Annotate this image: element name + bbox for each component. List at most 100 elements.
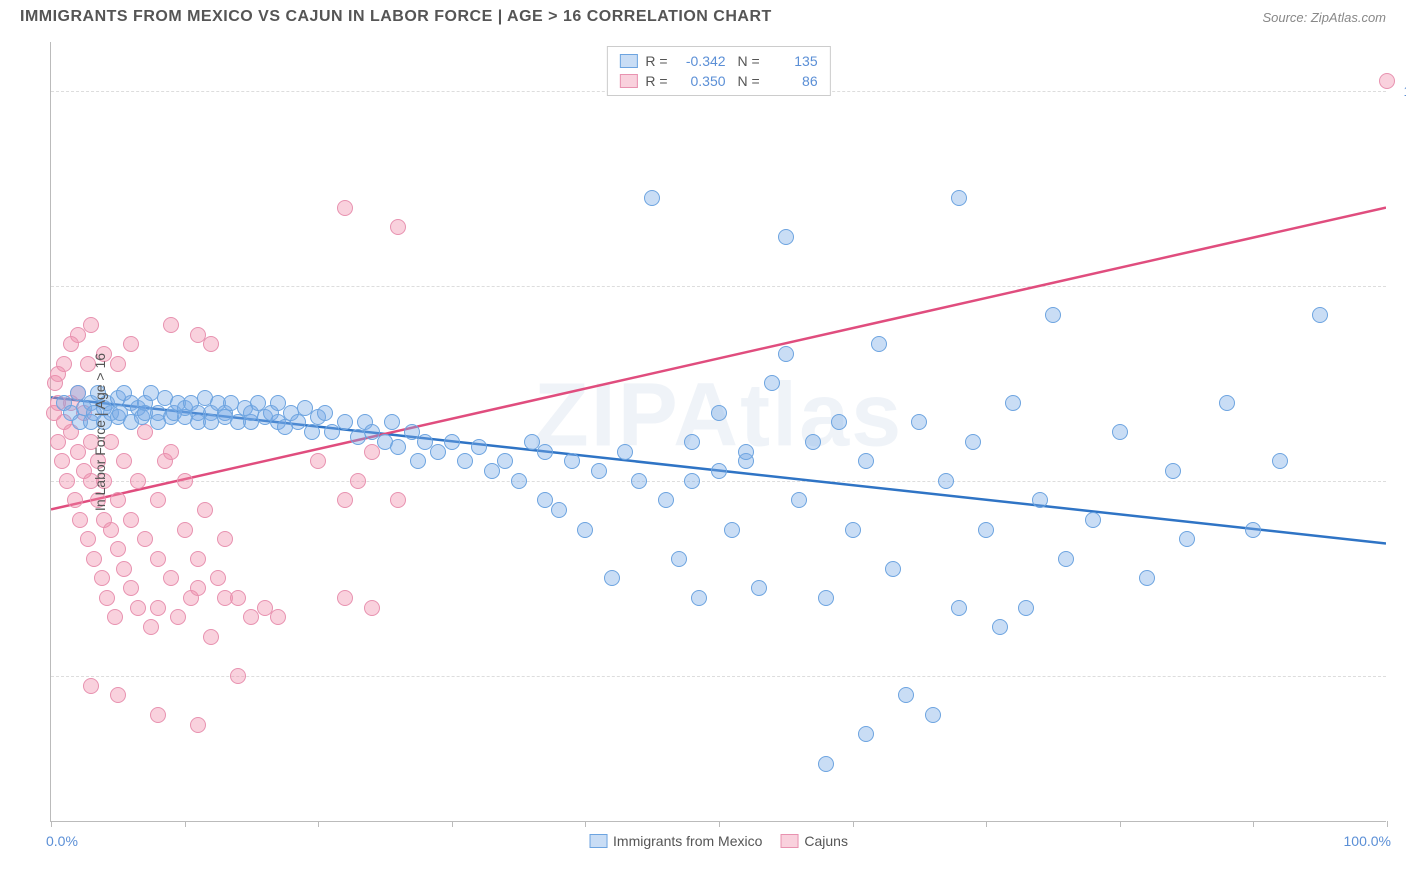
scatter-point-pink — [150, 600, 166, 616]
gridline — [51, 676, 1386, 677]
scatter-point-blue — [738, 444, 754, 460]
scatter-point-blue — [818, 590, 834, 606]
scatter-point-blue — [805, 434, 821, 450]
x-tick — [185, 821, 186, 827]
scatter-point-pink — [197, 502, 213, 518]
x-tick — [452, 821, 453, 827]
scatter-point-blue — [1018, 600, 1034, 616]
scatter-point-pink — [123, 336, 139, 352]
scatter-point-blue — [858, 726, 874, 742]
legend-swatch-pink — [780, 834, 798, 848]
scatter-point-pink — [190, 580, 206, 596]
scatter-point-blue — [591, 463, 607, 479]
gridline — [51, 481, 1386, 482]
x-tick — [585, 821, 586, 827]
scatter-point-pink — [94, 570, 110, 586]
scatter-point-pink — [130, 600, 146, 616]
scatter-point-blue — [858, 453, 874, 469]
scatter-point-blue — [684, 473, 700, 489]
scatter-point-pink — [364, 600, 380, 616]
scatter-point-blue — [410, 453, 426, 469]
chart-title: IMMIGRANTS FROM MEXICO VS CAJUN IN LABOR… — [20, 8, 772, 26]
x-tick — [318, 821, 319, 827]
x-axis-min-label: 0.0% — [46, 833, 78, 849]
scatter-point-blue — [564, 453, 580, 469]
scatter-point-blue — [684, 434, 700, 450]
trend-lines — [51, 42, 1386, 821]
scatter-point-blue — [871, 336, 887, 352]
scatter-point-blue — [978, 522, 994, 538]
x-tick — [1120, 821, 1121, 827]
scatter-point-pink — [217, 590, 233, 606]
scatter-point-pink — [116, 453, 132, 469]
scatter-point-blue — [390, 439, 406, 455]
scatter-point-blue — [1165, 463, 1181, 479]
scatter-point-blue — [471, 439, 487, 455]
scatter-point-pink — [163, 570, 179, 586]
scatter-point-blue — [951, 600, 967, 616]
scatter-point-blue — [604, 570, 620, 586]
scatter-point-blue — [1045, 307, 1061, 323]
scatter-point-blue — [751, 580, 767, 596]
scatter-point-blue — [1245, 522, 1261, 538]
y-axis-title: In Labor Force | Age > 16 — [92, 352, 108, 510]
legend-swatch-blue — [619, 54, 637, 68]
scatter-point-blue — [511, 473, 527, 489]
x-axis-max-label: 100.0% — [1344, 833, 1391, 849]
scatter-point-pink — [230, 668, 246, 684]
scatter-point-blue — [1139, 570, 1155, 586]
x-tick — [1253, 821, 1254, 827]
scatter-point-pink — [110, 356, 126, 372]
legend-r-label: R = — [645, 73, 667, 89]
scatter-point-pink — [137, 531, 153, 547]
source-attribution: Source: ZipAtlas.com — [1262, 10, 1386, 25]
scatter-point-pink — [83, 678, 99, 694]
scatter-point-pink — [1379, 73, 1395, 89]
scatter-point-pink — [116, 561, 132, 577]
scatter-point-blue — [1005, 395, 1021, 411]
scatter-point-pink — [50, 366, 66, 382]
scatter-point-pink — [150, 492, 166, 508]
scatter-point-pink — [350, 473, 366, 489]
scatter-point-pink — [63, 336, 79, 352]
scatter-point-pink — [390, 219, 406, 235]
scatter-point-pink — [337, 590, 353, 606]
legend-n-pink: 86 — [768, 73, 818, 89]
scatter-point-blue — [845, 522, 861, 538]
scatter-point-pink — [86, 551, 102, 567]
scatter-point-blue — [818, 756, 834, 772]
scatter-point-pink — [177, 522, 193, 538]
scatter-point-blue — [898, 687, 914, 703]
legend-label-blue: Immigrants from Mexico — [613, 833, 762, 849]
scatter-point-pink — [103, 522, 119, 538]
scatter-point-blue — [791, 492, 807, 508]
scatter-point-pink — [54, 453, 70, 469]
scatter-point-blue — [631, 473, 647, 489]
x-tick — [986, 821, 987, 827]
scatter-point-pink — [203, 336, 219, 352]
scatter-point-blue — [577, 522, 593, 538]
scatter-point-blue — [778, 346, 794, 362]
legend-r-label: R = — [645, 53, 667, 69]
scatter-point-blue — [617, 444, 633, 460]
scatter-point-pink — [123, 580, 139, 596]
scatter-point-blue — [938, 473, 954, 489]
scatter-point-blue — [658, 492, 674, 508]
scatter-point-pink — [99, 590, 115, 606]
scatter-point-pink — [190, 717, 206, 733]
scatter-point-pink — [150, 707, 166, 723]
scatter-point-blue — [337, 414, 353, 430]
scatter-point-pink — [203, 629, 219, 645]
x-tick — [719, 821, 720, 827]
scatter-point-pink — [337, 492, 353, 508]
x-tick — [51, 821, 52, 827]
scatter-point-blue — [317, 405, 333, 421]
scatter-point-pink — [163, 317, 179, 333]
legend-swatch-blue — [589, 834, 607, 848]
legend-n-label: N = — [734, 53, 760, 69]
scatter-point-pink — [72, 512, 88, 528]
scatter-point-pink — [150, 551, 166, 567]
legend-label-pink: Cajuns — [804, 833, 848, 849]
scatter-point-blue — [831, 414, 847, 430]
scatter-point-pink — [337, 200, 353, 216]
